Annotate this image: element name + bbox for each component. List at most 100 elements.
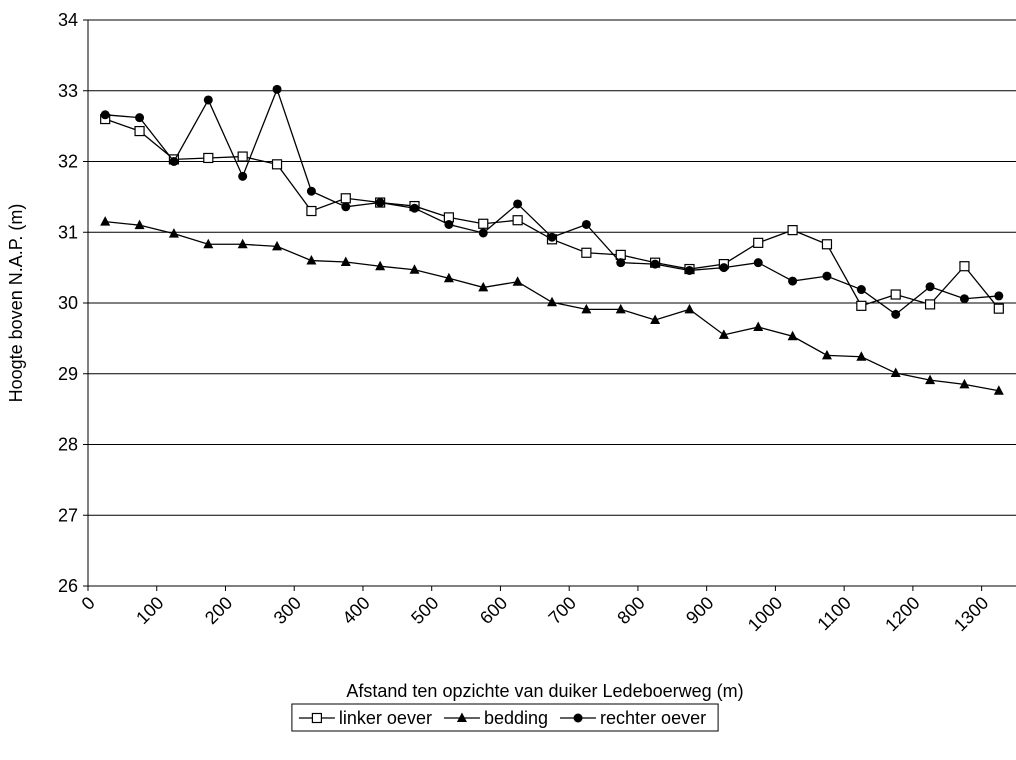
marker	[341, 202, 351, 212]
x-tick-label: 900	[682, 593, 717, 628]
marker	[478, 228, 488, 238]
x-tick-label: 400	[338, 593, 373, 628]
marker	[169, 157, 179, 166]
marker	[993, 303, 1004, 314]
y-tick-label: 27	[58, 505, 78, 525]
marker	[856, 300, 867, 311]
x-tick-label: 600	[476, 593, 511, 628]
marker	[512, 215, 523, 226]
marker	[409, 264, 420, 274]
x-tick-label: 800	[613, 593, 648, 628]
marker	[478, 281, 489, 292]
marker	[753, 237, 764, 248]
marker	[513, 199, 523, 209]
y-tick-label: 31	[58, 222, 78, 242]
marker	[891, 309, 901, 319]
marker	[993, 385, 1004, 395]
legend-box	[291, 703, 719, 732]
marker	[271, 159, 283, 170]
y-tick-label: 33	[58, 81, 78, 101]
marker	[311, 712, 323, 724]
x-tick-label: 100	[132, 593, 167, 628]
marker	[444, 219, 454, 229]
marker	[203, 152, 214, 164]
marker	[959, 294, 969, 304]
marker	[615, 303, 626, 314]
marker	[168, 228, 179, 238]
marker	[306, 186, 316, 196]
marker	[787, 225, 798, 236]
marker	[650, 314, 661, 324]
marker	[203, 95, 213, 105]
marker	[856, 351, 867, 361]
marker	[616, 258, 626, 268]
marker	[306, 255, 317, 265]
legend-label: bedding	[484, 708, 548, 728]
marker	[237, 151, 248, 162]
x-tick-label: 700	[545, 593, 580, 628]
legend-label: rechter oever	[600, 708, 706, 728]
marker	[925, 282, 935, 292]
y-tick-label: 34	[58, 10, 78, 30]
marker	[822, 271, 832, 281]
marker	[375, 198, 385, 208]
marker	[925, 374, 936, 385]
y-tick-label: 32	[58, 152, 78, 172]
marker	[959, 261, 970, 272]
series-line	[105, 87, 999, 316]
marker	[306, 205, 317, 217]
marker	[135, 113, 145, 123]
marker	[134, 219, 145, 230]
marker	[573, 713, 583, 723]
marker	[719, 263, 729, 273]
marker	[410, 203, 420, 213]
y-tick-label: 29	[58, 364, 78, 384]
marker	[203, 238, 214, 249]
x-tick-label: 1200	[881, 593, 923, 635]
x-tick-label: 200	[201, 593, 236, 628]
marker	[272, 240, 283, 251]
marker	[340, 256, 351, 266]
marker	[959, 378, 970, 389]
marker	[650, 259, 660, 269]
marker	[237, 238, 248, 249]
marker	[994, 291, 1004, 301]
marker	[581, 303, 592, 314]
y-axis-title: Hoogte boven N.A.P. (m)	[6, 204, 26, 403]
marker	[924, 299, 936, 310]
marker	[340, 193, 351, 204]
marker	[100, 216, 111, 226]
legend-label: linker oever	[339, 708, 432, 728]
marker	[753, 321, 764, 332]
marker	[718, 329, 729, 339]
x-tick-label: 0	[78, 593, 99, 614]
marker	[890, 367, 901, 378]
y-tick-label: 28	[58, 435, 78, 455]
legend: linker oever bedding rechter oever	[291, 703, 719, 732]
marker	[512, 276, 523, 286]
x-tick-label: 500	[407, 593, 442, 628]
marker	[272, 84, 282, 94]
marker	[821, 239, 833, 250]
marker	[890, 289, 901, 300]
marker	[581, 219, 591, 229]
y-tick-label: 26	[58, 576, 78, 596]
marker	[753, 258, 763, 268]
marker	[456, 712, 467, 722]
y-tick-label: 30	[58, 293, 78, 313]
marker	[684, 303, 695, 314]
marker	[100, 110, 110, 120]
marker	[443, 272, 454, 283]
marker	[547, 296, 557, 307]
marker	[856, 285, 866, 295]
x-axis-title: Afstand ten opzichte van duiker Ledeboer…	[346, 681, 743, 701]
marker	[615, 249, 626, 260]
x-tick-label: 1100	[813, 593, 855, 635]
x-tick-label: 1300	[950, 593, 992, 635]
marker	[547, 232, 557, 242]
x-tick-label: 1000	[744, 593, 786, 635]
marker	[134, 125, 145, 137]
marker	[581, 247, 592, 258]
marker	[238, 171, 248, 181]
